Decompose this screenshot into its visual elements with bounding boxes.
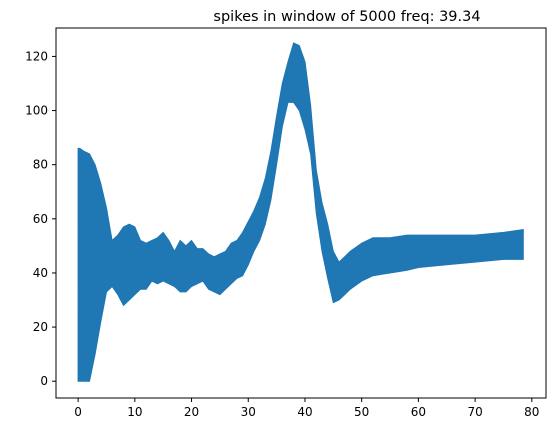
y-axis: 0 20 40 60 80 100 120 <box>25 49 56 388</box>
plot-area <box>77 42 524 382</box>
y-tick-label-120: 120 <box>25 49 48 63</box>
x-tick-label-0: 0 <box>74 405 82 419</box>
x-tick-label-70: 70 <box>467 405 482 419</box>
y-tick-label-80: 80 <box>33 158 48 172</box>
x-axis: 0 10 20 30 40 50 60 70 80 <box>74 398 539 419</box>
series-band-0 <box>77 42 524 382</box>
x-tick-label-40: 40 <box>297 405 312 419</box>
x-tick-label-50: 50 <box>354 405 369 419</box>
y-tick-label-20: 20 <box>33 320 48 334</box>
x-tick-label-30: 30 <box>241 405 256 419</box>
y-tick-label-40: 40 <box>33 266 48 280</box>
x-tick-label-60: 60 <box>411 405 426 419</box>
y-tick-label-60: 60 <box>33 212 48 226</box>
plot-frame <box>55 27 547 399</box>
y-tick-label-100: 100 <box>25 104 48 118</box>
chart-title: spikes in window of 5000 freq: 39.34 <box>213 9 480 25</box>
x-tick-label-20: 20 <box>184 405 199 419</box>
y-tick-label-0: 0 <box>40 374 48 388</box>
x-tick-label-10: 10 <box>127 405 142 419</box>
x-tick-label-80: 80 <box>524 405 539 419</box>
